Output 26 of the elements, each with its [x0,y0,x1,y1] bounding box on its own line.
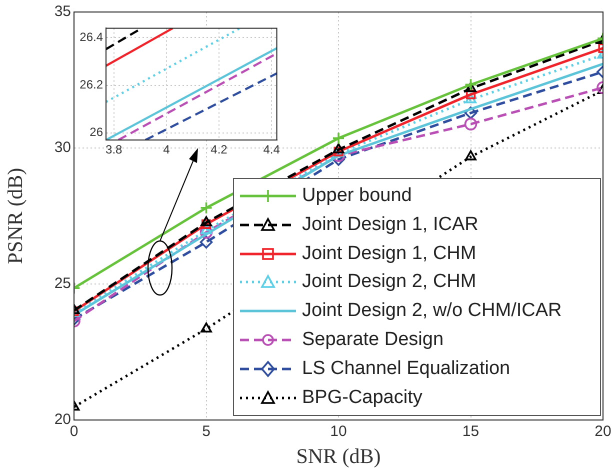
legend-label: Separate Design [302,329,444,351]
legend-label: Joint Design 1, CHM [302,242,476,265]
y-tick-label: 20 [54,411,71,428]
y-tick-label: 26.2 [80,78,104,92]
y-tick-label: 35 [54,3,71,20]
x-tick-label: 0 [70,423,78,440]
legend-label: Joint Design 1, ICAR [302,214,478,236]
x-tick-label: 4 [163,142,170,157]
legend-label: LS Channel Equalization [302,358,510,380]
x-tick-label: 5 [202,423,210,440]
x-tick-label: 20 [594,423,612,440]
x-tick-label: 3.8 [106,142,123,157]
y-tick-label: 26.4 [80,30,104,44]
x-tick-label: 15 [462,423,480,440]
legend-label: BPG-Capacity [302,386,422,409]
legend-label: Joint Design 2, w/o CHM/ICAR [302,300,562,322]
x-tick-label: 4.2 [210,142,228,157]
x-tick-label: 4.4 [263,142,280,157]
x-axis-title: SNR (dB) [296,444,381,468]
y-axis-title: PSNR (dB) [3,168,28,264]
y-tick-label: 30 [54,139,71,156]
y-tick-label: 26 [90,125,104,140]
legend-label: Upper bound [302,185,412,208]
legend-label: Joint Design 2, CHM [302,271,476,294]
y-tick-label: 25 [54,275,71,292]
x-tick-label: 10 [330,423,347,440]
